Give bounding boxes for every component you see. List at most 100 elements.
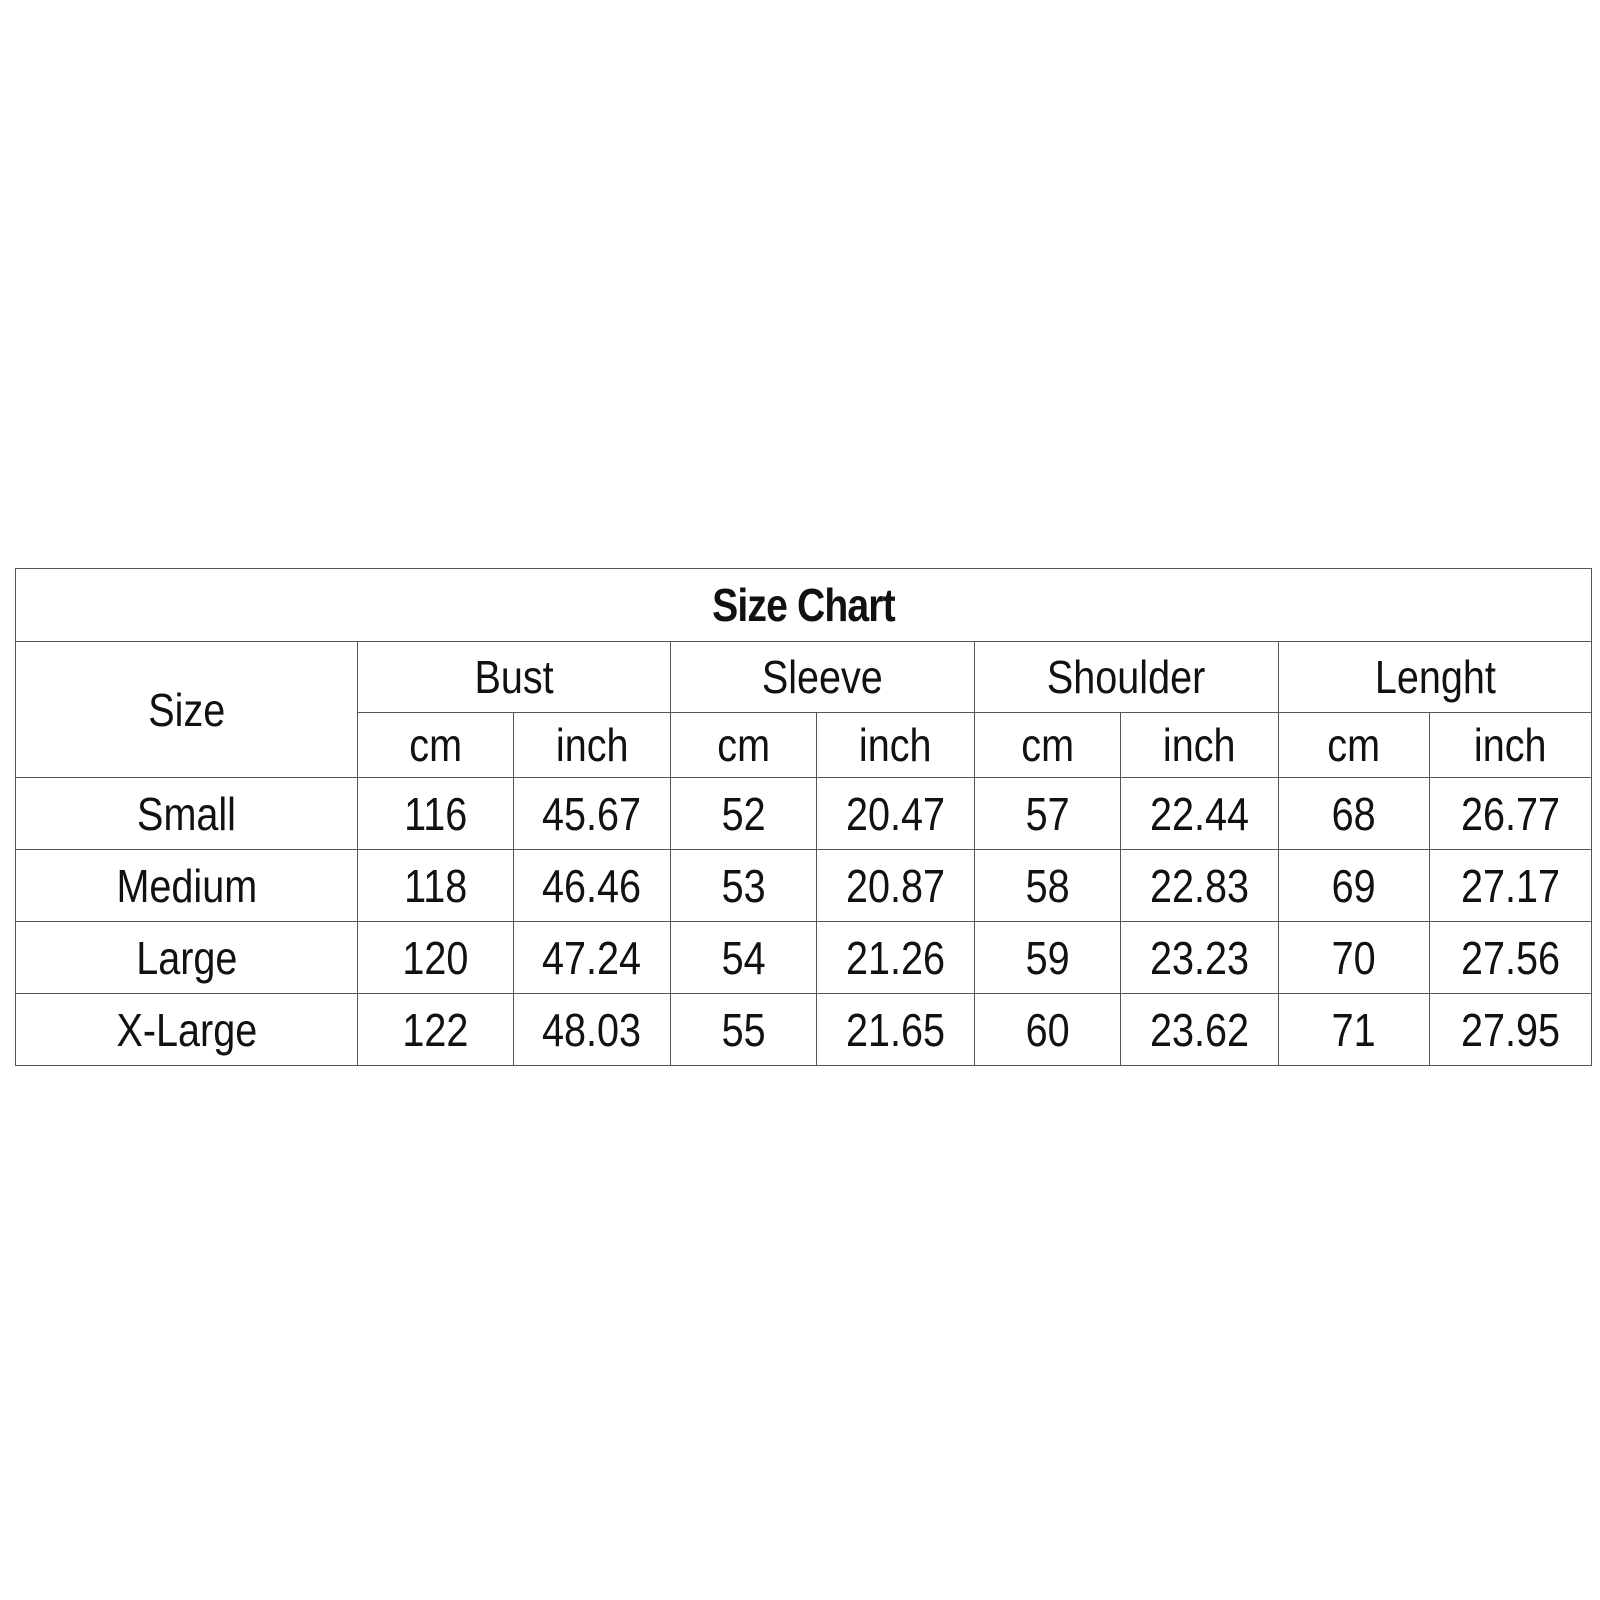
- table-cell: 55: [670, 993, 817, 1066]
- table-cell: 27.17: [1428, 849, 1593, 922]
- cell-value: 57: [1025, 787, 1070, 840]
- table-cell: 45.67: [513, 777, 671, 850]
- cell-value: 26.77: [1461, 787, 1561, 840]
- group-header-sleeve-text: Sleeve: [762, 651, 883, 703]
- size-label-cell: Large: [15, 921, 358, 994]
- table-cell: 26.77: [1428, 777, 1593, 850]
- cell-value: 122: [402, 1003, 469, 1056]
- table-row: Small 116 45.67 52 20.47 57 22.44 68 26.…: [15, 777, 1593, 850]
- cell-value: 22.83: [1149, 859, 1250, 912]
- cell-value: 22.44: [1149, 787, 1250, 840]
- table-cell: 20.47: [816, 777, 975, 850]
- table-row: Medium 118 46.46 53 20.87 58 22.83 69 27…: [15, 849, 1593, 922]
- cell-value: 53: [721, 859, 766, 912]
- unit-header-text: inch: [1474, 719, 1547, 771]
- unit-header-text: cm: [717, 719, 770, 771]
- size-label: X-Large: [116, 1003, 257, 1056]
- cell-value: 116: [403, 787, 468, 840]
- table-cell: 20.87: [816, 849, 975, 922]
- cell-value: 45.67: [542, 787, 642, 840]
- table-cell: 60: [974, 993, 1121, 1066]
- cell-value: 55: [721, 1003, 766, 1056]
- unit-header-text: inch: [859, 719, 932, 771]
- unit-header-text: cm: [1327, 719, 1381, 771]
- table-cell: 53: [670, 849, 817, 922]
- table-cell: 21.65: [816, 993, 975, 1066]
- size-label-cell: X-Large: [15, 993, 358, 1066]
- unit-header-text: cm: [409, 719, 462, 771]
- cell-value: 20.47: [845, 787, 946, 840]
- chart-title-text: Size Chart: [712, 579, 896, 631]
- cell-value: 23.62: [1149, 1003, 1250, 1056]
- unit-header-text: inch: [555, 719, 629, 771]
- group-header-shoulder-text: Shoulder: [1047, 651, 1206, 703]
- cell-value: 60: [1025, 1003, 1070, 1056]
- table-cell: 21.26: [816, 921, 975, 994]
- unit-header: cm: [974, 712, 1121, 778]
- size-label-cell: Medium: [15, 849, 358, 922]
- cell-value: 68: [1331, 787, 1376, 840]
- cell-value: 48.03: [542, 1003, 642, 1056]
- size-label: Medium: [116, 859, 257, 912]
- group-header-bust-text: Bust: [474, 651, 554, 703]
- unit-header: cm: [1278, 712, 1430, 778]
- cell-value: 120: [402, 931, 469, 984]
- table-cell: 116: [357, 777, 514, 850]
- size-label: Large: [135, 931, 238, 984]
- cell-value: 52: [721, 787, 766, 840]
- table-cell: 27.95: [1428, 993, 1593, 1066]
- table-cell: 23.62: [1120, 993, 1279, 1066]
- cell-value: 27.95: [1461, 1003, 1561, 1056]
- cell-value: 71: [1331, 1003, 1376, 1056]
- unit-header: cm: [670, 712, 817, 778]
- cell-value: 21.65: [845, 1003, 946, 1056]
- group-header-sleeve: Sleeve: [670, 641, 975, 713]
- cell-value: 58: [1025, 859, 1070, 912]
- table-cell: 22.83: [1120, 849, 1279, 922]
- table-cell: 22.44: [1120, 777, 1279, 850]
- cell-value: 54: [721, 931, 766, 984]
- table-cell: 68: [1278, 777, 1430, 850]
- unit-header-text: inch: [1163, 719, 1236, 771]
- unit-header-text: cm: [1021, 719, 1074, 771]
- size-label-cell: Small: [15, 777, 358, 850]
- table-cell: 118: [357, 849, 514, 922]
- size-column-header-text: Size: [148, 683, 225, 736]
- size-column-header: Size: [15, 641, 358, 778]
- cell-value: 47.24: [542, 931, 642, 984]
- cell-value: 118: [403, 859, 468, 912]
- group-header-shoulder: Shoulder: [974, 641, 1279, 713]
- cell-value: 27.56: [1461, 931, 1561, 984]
- table-cell: 54: [670, 921, 817, 994]
- size-label: Small: [137, 787, 236, 840]
- table-cell: 57: [974, 777, 1121, 850]
- group-header-length-text: Lenght: [1374, 651, 1496, 703]
- cell-value: 20.87: [845, 859, 946, 912]
- table-row: Large 120 47.24 54 21.26 59 23.23 70 27.…: [15, 921, 1593, 994]
- unit-header: inch: [816, 712, 975, 778]
- cell-value: 59: [1025, 931, 1070, 984]
- table-cell: 70: [1278, 921, 1430, 994]
- unit-header: inch: [1120, 712, 1279, 778]
- cell-value: 70: [1331, 931, 1376, 984]
- cell-value: 69: [1331, 859, 1376, 912]
- table-cell: 47.24: [513, 921, 671, 994]
- cell-value: 23.23: [1149, 931, 1250, 984]
- table-cell: 23.23: [1120, 921, 1279, 994]
- table-row: X-Large 122 48.03 55 21.65 60 23.62 71 2…: [15, 993, 1593, 1066]
- unit-header: inch: [513, 712, 671, 778]
- cell-value: 46.46: [542, 859, 642, 912]
- table-cell: 52: [670, 777, 817, 850]
- table-cell: 59: [974, 921, 1121, 994]
- table-cell: 122: [357, 993, 514, 1066]
- cell-value: 27.17: [1461, 859, 1561, 912]
- group-header-length: Lenght: [1277, 641, 1593, 713]
- unit-header: cm: [357, 712, 514, 778]
- table-cell: 71: [1278, 993, 1430, 1066]
- cell-value: 21.26: [845, 931, 946, 984]
- size-chart: Size Chart Size Bust Sleeve Shoulder Len…: [14, 568, 1593, 1066]
- unit-header: inch: [1428, 712, 1593, 778]
- table-cell: 58: [974, 849, 1121, 922]
- table-cell: 27.56: [1428, 921, 1593, 994]
- table-cell: 69: [1278, 849, 1430, 922]
